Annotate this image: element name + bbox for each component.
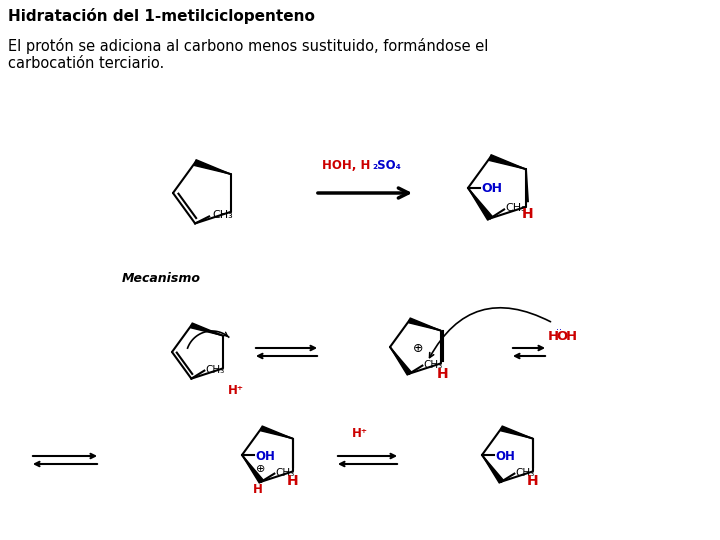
Text: CH₃: CH₃ <box>205 364 225 375</box>
Text: O: O <box>556 330 567 343</box>
Text: Hidratación del 1-metilciclopenteno: Hidratación del 1-metilciclopenteno <box>8 8 315 24</box>
Text: HOH, H: HOH, H <box>322 159 370 172</box>
Text: CH₃: CH₃ <box>212 211 233 220</box>
Text: carbocatión terciario.: carbocatión terciario. <box>8 56 164 71</box>
Text: H⁺: H⁺ <box>228 383 244 396</box>
Text: CH₃: CH₃ <box>275 468 294 477</box>
Text: H: H <box>566 330 577 343</box>
Text: Mecanismo: Mecanismo <box>122 272 201 285</box>
Text: CH₃: CH₃ <box>516 468 534 477</box>
Text: H: H <box>522 207 534 221</box>
Text: H: H <box>253 483 263 496</box>
Text: ₂SO₄: ₂SO₄ <box>372 159 401 172</box>
Polygon shape <box>261 426 292 438</box>
Text: CH₃: CH₃ <box>505 204 526 213</box>
Text: CH₃: CH₃ <box>423 360 443 369</box>
Text: ··: ·· <box>556 325 562 335</box>
Polygon shape <box>500 426 533 438</box>
Polygon shape <box>468 188 492 220</box>
Text: H: H <box>527 474 539 488</box>
Polygon shape <box>242 455 264 483</box>
Text: H: H <box>437 367 449 381</box>
Text: H⁺: H⁺ <box>352 427 368 440</box>
Text: ⊕: ⊕ <box>256 464 266 474</box>
Polygon shape <box>408 318 441 330</box>
Text: H: H <box>548 330 559 343</box>
Text: ⊕: ⊕ <box>413 342 423 355</box>
Polygon shape <box>191 323 222 335</box>
Polygon shape <box>194 160 231 174</box>
Text: H: H <box>287 474 299 488</box>
Text: OH: OH <box>481 183 502 195</box>
Polygon shape <box>390 347 411 375</box>
Text: OH: OH <box>255 449 275 462</box>
Text: El protón se adiciona al carbono menos sustituido, formándose el: El protón se adiciona al carbono menos s… <box>8 38 488 54</box>
Polygon shape <box>482 455 503 483</box>
Polygon shape <box>489 155 526 169</box>
Text: OH: OH <box>495 449 515 462</box>
